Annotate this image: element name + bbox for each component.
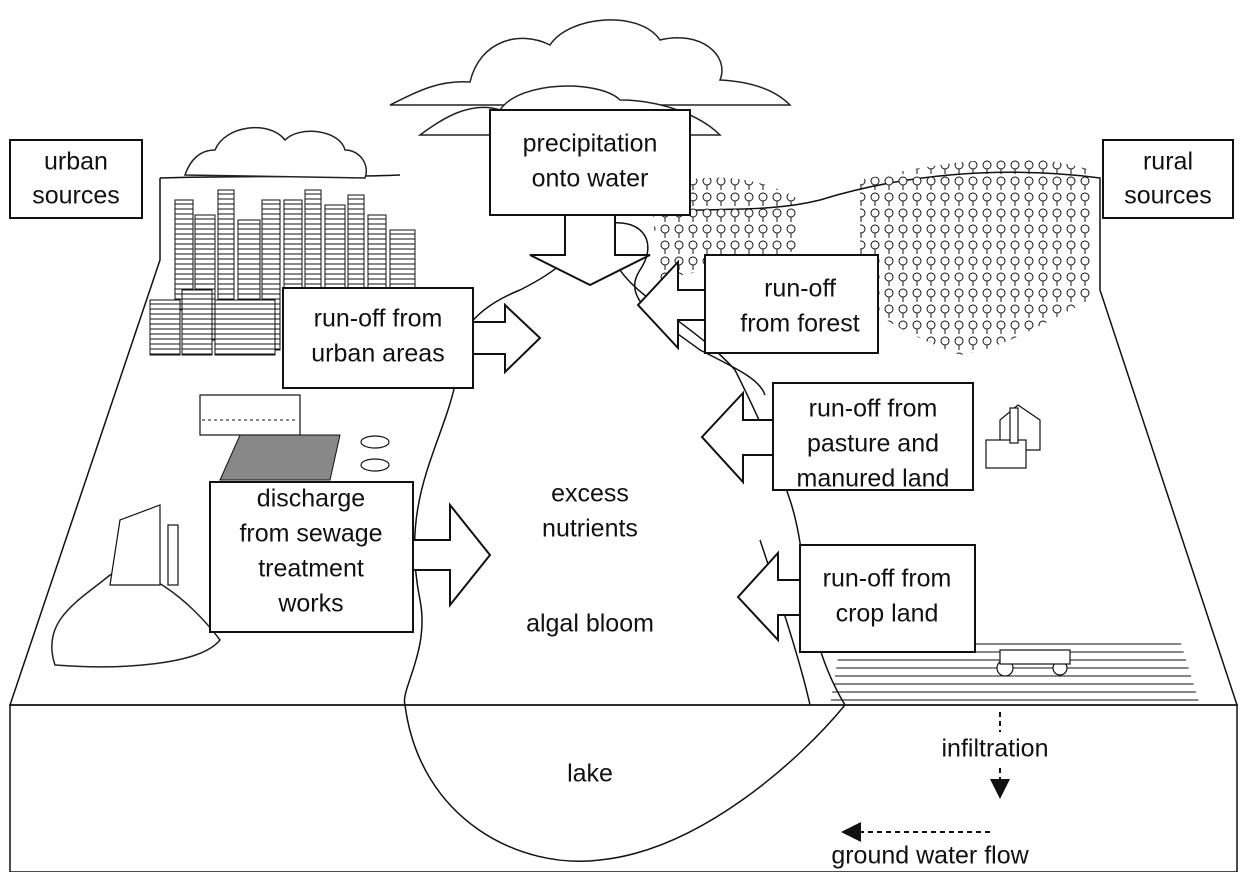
eutrophication-diagram: urban sources rural sources precipitatio… xyxy=(0,0,1241,872)
region-label: sources xyxy=(32,182,120,210)
input-label: run-off from xyxy=(314,305,443,333)
region-label: urban xyxy=(44,148,108,176)
input-label: run-off from xyxy=(809,395,938,423)
lake-label: algal bloom xyxy=(526,610,654,638)
lake-label: excess xyxy=(551,480,629,508)
input-arrow xyxy=(413,505,490,605)
input-label: crop land xyxy=(836,600,939,628)
lake-label: nutrients xyxy=(542,515,638,543)
input-label: from sewage xyxy=(239,520,382,548)
input-label: urban areas xyxy=(311,340,444,368)
input-label: works xyxy=(277,590,343,618)
input-arrow xyxy=(638,262,705,348)
input-label: precipitation xyxy=(523,130,658,158)
input-arrow xyxy=(702,393,773,482)
input-label: run-off from xyxy=(823,565,952,593)
input-box xyxy=(283,288,473,388)
lake-label: lake xyxy=(567,760,613,788)
input-arrow xyxy=(473,305,540,372)
input-label: treatment xyxy=(258,555,364,583)
flow-label: ground water flow xyxy=(831,842,1029,870)
input-label: discharge xyxy=(257,485,365,513)
input-label: from forest xyxy=(740,310,860,338)
input-label: manured land xyxy=(797,465,950,493)
input-label: run-off xyxy=(764,275,836,303)
clouds xyxy=(185,20,790,178)
region-label: sources xyxy=(1124,182,1212,210)
input-box xyxy=(705,255,878,353)
input-label: pasture and xyxy=(807,430,939,458)
input-box xyxy=(800,545,975,652)
input-label: onto water xyxy=(532,165,649,193)
input-box xyxy=(490,110,690,215)
input-arrow xyxy=(738,553,800,640)
flow-label: infiltration xyxy=(942,735,1049,763)
region-label: rural xyxy=(1143,148,1193,176)
